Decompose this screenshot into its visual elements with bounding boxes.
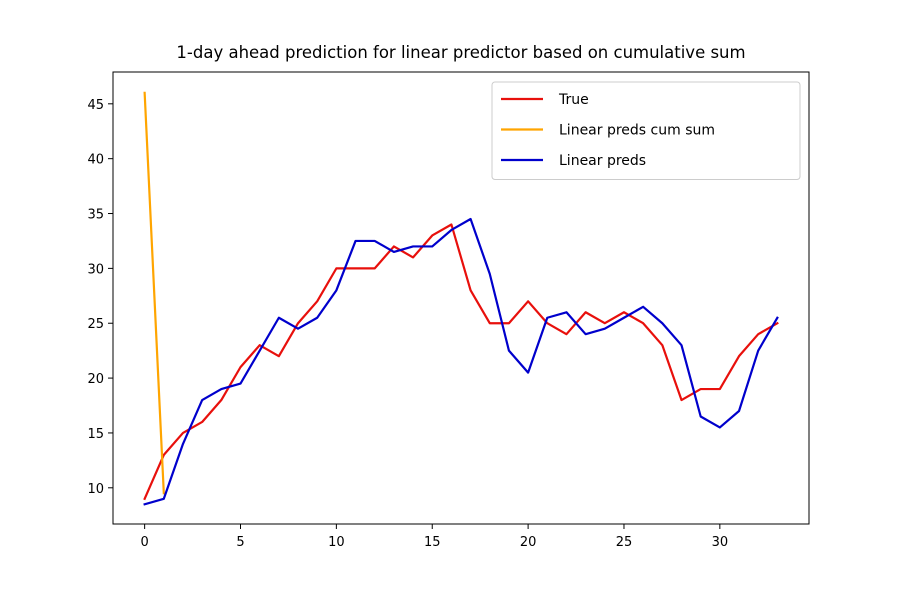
x-tick-label: 0 [140, 535, 148, 550]
x-tick-label: 20 [520, 535, 537, 550]
chart-title: 1-day ahead prediction for linear predic… [176, 43, 745, 62]
y-tick-label: 40 [87, 153, 104, 168]
y-tick-label: 25 [87, 317, 104, 332]
legend-label-2: Linear preds cum sum [559, 123, 715, 139]
legend: True Linear preds cum sum Linear preds [491, 81, 801, 180]
x-tick-label: 15 [424, 535, 441, 550]
x-tick-label: 30 [712, 535, 729, 550]
series-line-3 [143, 217, 779, 506]
y-tick-label: 10 [87, 482, 104, 497]
plot-area: 0 5 10 15 20 25 30 10 15 20 25 30 35 40 45 [87, 71, 810, 550]
x-tick-label: 10 [328, 535, 345, 550]
y-tick-label: 45 [87, 98, 104, 113]
legend-label-1: True [558, 92, 589, 108]
y-tick-label: 20 [87, 372, 104, 387]
series-line-2 [143, 91, 165, 495]
y-tick-label: 35 [87, 208, 104, 223]
y-tick-label: 15 [87, 427, 104, 442]
y-tick-label: 30 [87, 262, 104, 277]
legend-label-3: Linear preds [559, 153, 646, 169]
series-line-1 [143, 223, 779, 501]
x-tick-label: 25 [616, 535, 633, 550]
axes-frame [112, 71, 810, 525]
legend-box [491, 81, 801, 180]
x-tick-label: 5 [236, 535, 244, 550]
